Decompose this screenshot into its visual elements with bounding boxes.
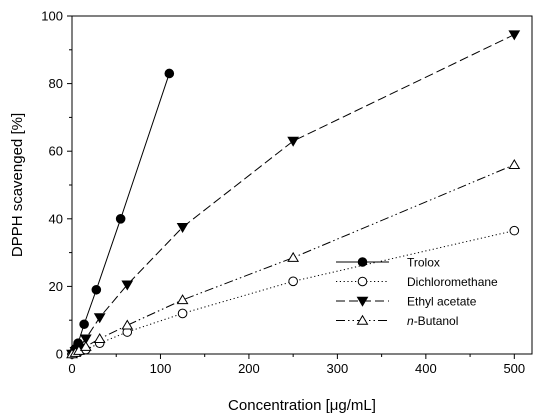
y-tick-label: 20	[49, 279, 63, 294]
data-point	[121, 280, 134, 291]
x-axis-label: Concentration [μg/mL]	[228, 397, 376, 414]
legend-item-1: Dichloromethane	[336, 275, 498, 289]
legend-marker	[357, 276, 368, 287]
data-point	[288, 276, 298, 287]
data-point	[79, 319, 89, 330]
legend-marker	[356, 296, 369, 307]
data-point	[115, 214, 126, 224]
data-point	[176, 223, 189, 233]
y-tick-label: 40	[49, 211, 63, 226]
legend: Trolox Dichloromethane Ethyl acetate n-Buta…	[336, 256, 498, 328]
series-line	[71, 73, 170, 355]
data-point	[93, 333, 106, 344]
x-tick-label: 0	[68, 361, 75, 376]
y-tick-label: 80	[49, 76, 63, 91]
x-tick-label: 400	[415, 361, 437, 376]
legend-label: Ethyl acetate	[407, 295, 477, 309]
x-tick-label: 200	[238, 361, 260, 376]
series-0	[67, 68, 175, 359]
y-tick-label: 100	[41, 9, 63, 24]
legend-item-2: Ethyl acetate	[336, 295, 477, 309]
y-tick-label: 0	[56, 347, 63, 362]
data-point	[287, 136, 300, 147]
data-point	[91, 284, 102, 295]
series-line	[71, 230, 515, 355]
data-point	[93, 313, 106, 324]
data-point	[508, 30, 521, 41]
x-tick-label: 500	[503, 361, 525, 376]
data-point	[79, 340, 92, 351]
data-point	[79, 334, 92, 345]
data-point	[121, 319, 134, 330]
legend-item-3: n-Butanol	[336, 314, 458, 328]
x-tick-label: 100	[150, 361, 172, 376]
y-tick-label: 60	[49, 144, 63, 159]
data-point	[164, 68, 175, 79]
series-layer	[66, 30, 521, 360]
legend-marker	[357, 257, 368, 267]
legend-label-rest: -Butanol	[414, 314, 459, 328]
y-axis-ticks: 0 20 40 60 80 100	[41, 9, 72, 362]
data-point	[508, 158, 521, 169]
legend-item-0: Trolox	[336, 256, 440, 270]
series-2	[66, 30, 521, 360]
legend-label-italic: n	[407, 314, 414, 328]
legend-label: n-Butanol	[407, 314, 458, 328]
data-point	[509, 225, 520, 236]
data-point	[177, 308, 188, 319]
y-axis-label: DPPH scavenged [%]	[9, 113, 26, 257]
series-3	[66, 158, 521, 359]
x-axis-ticks: 0 100 200 300 400 500	[68, 354, 525, 376]
legend-label: Dichloromethane	[407, 275, 498, 289]
legend-marker	[356, 314, 369, 325]
data-point	[287, 251, 300, 262]
legend-label: Trolox	[407, 256, 440, 270]
x-tick-label: 300	[327, 361, 349, 376]
data-point	[176, 294, 189, 305]
series-1	[67, 225, 520, 359]
